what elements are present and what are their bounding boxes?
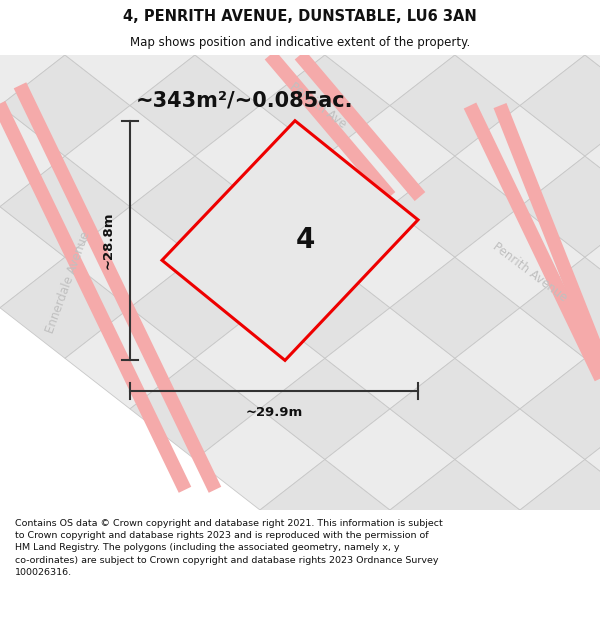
Polygon shape bbox=[325, 510, 455, 611]
Polygon shape bbox=[130, 258, 260, 358]
Polygon shape bbox=[65, 4, 195, 106]
Polygon shape bbox=[325, 4, 455, 106]
Polygon shape bbox=[130, 0, 260, 55]
Polygon shape bbox=[325, 207, 455, 308]
Polygon shape bbox=[390, 0, 520, 55]
Polygon shape bbox=[585, 0, 600, 4]
Polygon shape bbox=[0, 55, 130, 156]
Polygon shape bbox=[0, 4, 65, 106]
Polygon shape bbox=[585, 409, 600, 510]
Polygon shape bbox=[390, 156, 520, 258]
Polygon shape bbox=[0, 0, 130, 55]
Polygon shape bbox=[0, 207, 65, 308]
Polygon shape bbox=[520, 0, 600, 55]
Polygon shape bbox=[455, 207, 585, 308]
Polygon shape bbox=[0, 258, 130, 358]
Polygon shape bbox=[390, 561, 520, 625]
Polygon shape bbox=[520, 459, 600, 561]
Polygon shape bbox=[0, 106, 65, 207]
Polygon shape bbox=[260, 0, 390, 55]
Polygon shape bbox=[65, 308, 195, 409]
Text: ~28.8m: ~28.8m bbox=[101, 212, 115, 269]
Text: ~343m²/~0.085ac.: ~343m²/~0.085ac. bbox=[136, 91, 354, 111]
Polygon shape bbox=[455, 4, 585, 106]
Polygon shape bbox=[195, 0, 325, 4]
Polygon shape bbox=[260, 156, 390, 258]
Polygon shape bbox=[260, 358, 390, 459]
Polygon shape bbox=[455, 510, 585, 611]
Polygon shape bbox=[195, 308, 325, 409]
Polygon shape bbox=[455, 409, 585, 510]
Polygon shape bbox=[390, 55, 520, 156]
Polygon shape bbox=[585, 4, 600, 106]
Polygon shape bbox=[585, 106, 600, 207]
Text: Penrith Ave: Penrith Ave bbox=[287, 80, 349, 131]
Polygon shape bbox=[325, 409, 455, 510]
Polygon shape bbox=[520, 258, 600, 358]
Polygon shape bbox=[195, 4, 325, 106]
Polygon shape bbox=[195, 409, 325, 510]
Polygon shape bbox=[325, 308, 455, 409]
Polygon shape bbox=[130, 156, 260, 258]
Polygon shape bbox=[260, 459, 390, 561]
Polygon shape bbox=[325, 106, 455, 207]
Polygon shape bbox=[585, 510, 600, 611]
Polygon shape bbox=[195, 106, 325, 207]
Polygon shape bbox=[455, 0, 585, 4]
Text: 4, PENRITH AVENUE, DUNSTABLE, LU6 3AN: 4, PENRITH AVENUE, DUNSTABLE, LU6 3AN bbox=[123, 9, 477, 24]
Polygon shape bbox=[65, 207, 195, 308]
Polygon shape bbox=[585, 207, 600, 308]
Polygon shape bbox=[520, 55, 600, 156]
Polygon shape bbox=[520, 156, 600, 258]
Polygon shape bbox=[455, 611, 585, 625]
Polygon shape bbox=[390, 258, 520, 358]
Text: Penrith Avenue: Penrith Avenue bbox=[490, 240, 569, 304]
Polygon shape bbox=[130, 55, 260, 156]
Polygon shape bbox=[585, 308, 600, 409]
Polygon shape bbox=[260, 55, 390, 156]
Text: 4: 4 bbox=[295, 226, 314, 254]
Text: Ennerdale Avenue: Ennerdale Avenue bbox=[44, 230, 92, 335]
Text: ~29.9m: ~29.9m bbox=[245, 406, 302, 419]
Polygon shape bbox=[390, 459, 520, 561]
Polygon shape bbox=[195, 207, 325, 308]
Polygon shape bbox=[585, 611, 600, 625]
Polygon shape bbox=[455, 106, 585, 207]
Polygon shape bbox=[162, 121, 418, 361]
Polygon shape bbox=[455, 308, 585, 409]
Polygon shape bbox=[390, 358, 520, 459]
Polygon shape bbox=[260, 258, 390, 358]
Text: Map shows position and indicative extent of the property.: Map shows position and indicative extent… bbox=[130, 36, 470, 49]
Polygon shape bbox=[325, 0, 455, 4]
Polygon shape bbox=[520, 358, 600, 459]
Polygon shape bbox=[0, 0, 65, 4]
Text: Contains OS data © Crown copyright and database right 2021. This information is : Contains OS data © Crown copyright and d… bbox=[15, 519, 443, 577]
Polygon shape bbox=[130, 358, 260, 459]
Polygon shape bbox=[65, 106, 195, 207]
Polygon shape bbox=[0, 156, 130, 258]
Polygon shape bbox=[65, 0, 195, 4]
Polygon shape bbox=[520, 561, 600, 625]
